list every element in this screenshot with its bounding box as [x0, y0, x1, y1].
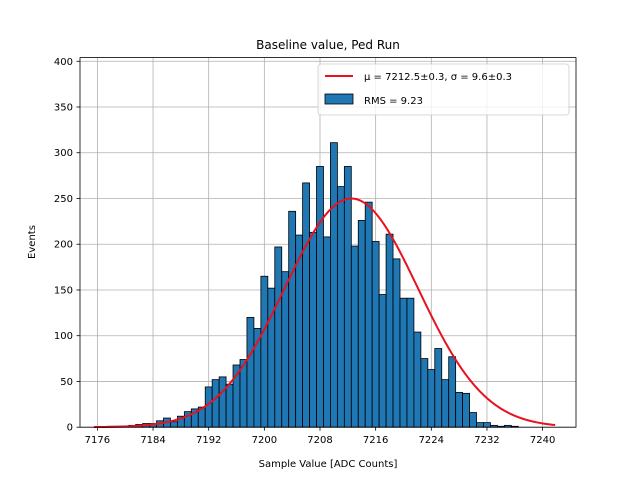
y-tick-label: 350	[54, 103, 73, 114]
x-tick-label: 7184	[140, 435, 165, 446]
histogram-bar	[357, 220, 366, 428]
x-axis-ticks: 7176 7184 7192 7200 7208 7216 7224 7232 7240	[85, 427, 555, 446]
histogram-bar	[336, 186, 345, 428]
histogram-bar	[316, 166, 324, 428]
x-tick-label: 7208	[307, 435, 332, 446]
y-tick-label: 50	[60, 377, 73, 388]
histogram-bar	[281, 271, 290, 428]
histogram-bar	[399, 297, 408, 428]
histogram-bar	[225, 383, 234, 428]
histogram-bar	[483, 422, 491, 428]
histogram-bar	[350, 245, 359, 428]
y-tick-label: 150	[54, 285, 73, 296]
legend: μ = 7212.5±0.3, σ = 9.6±0.3 RMS = 9.23	[317, 63, 570, 116]
legend-box	[317, 63, 570, 116]
y-axis-ticks: 0 50 100 150 200 250 300 350 400	[54, 57, 80, 434]
histogram-bar	[434, 348, 443, 428]
histogram-bar	[170, 421, 178, 428]
histogram-bar	[427, 369, 436, 428]
histogram-bar	[392, 258, 401, 428]
gaussian-fit-curve	[93, 197, 556, 429]
histogram-bar	[441, 379, 450, 428]
x-axis-label: Sample Value [ADC Counts]	[259, 459, 398, 470]
histogram-bar	[302, 182, 310, 428]
histogram-bar	[309, 231, 317, 428]
y-axis-label: Events	[27, 225, 38, 259]
histogram-bar	[218, 376, 227, 428]
histogram-bar	[288, 210, 297, 428]
histogram-bar	[323, 236, 331, 428]
histogram-bar	[211, 379, 220, 428]
histogram-bar	[413, 331, 422, 428]
histogram-bars	[107, 142, 519, 428]
y-tick-label: 0	[67, 423, 73, 434]
histogram-bar	[343, 166, 352, 428]
legend-hist-swatch	[324, 93, 354, 105]
histogram-bar	[260, 275, 269, 428]
x-tick-label: 7224	[419, 435, 444, 446]
histogram-bar	[455, 392, 464, 428]
histogram-bar	[274, 246, 283, 428]
legend-fit-label: μ = 7212.5±0.3, σ = 9.6±0.3	[364, 72, 512, 83]
x-tick-label: 7200	[252, 435, 277, 446]
histogram-bar	[385, 233, 394, 428]
chart-title: Baseline value, Ped Run	[256, 38, 400, 52]
y-tick-label: 300	[54, 148, 73, 159]
y-tick-label: 250	[54, 194, 73, 205]
x-tick-label: 7232	[474, 435, 499, 446]
histogram-bar	[330, 142, 338, 428]
y-tick-label: 100	[54, 331, 73, 342]
histogram-bar	[378, 294, 387, 428]
histogram-bar	[462, 392, 470, 428]
histogram-bar	[420, 358, 429, 428]
histogram-bar	[204, 386, 213, 428]
y-tick-label: 200	[54, 240, 73, 251]
plot-frame	[79, 57, 577, 428]
histogram-bar	[448, 356, 457, 428]
y-tick-label: 400	[54, 57, 73, 68]
x-tick-label: 7216	[363, 435, 388, 446]
histogram-bar	[371, 241, 380, 428]
histogram-bar	[406, 297, 415, 428]
x-tick-label: 7192	[196, 435, 221, 446]
legend-hist-label: RMS = 9.23	[364, 96, 423, 107]
histogram-bar	[364, 201, 373, 428]
histogram-bar	[476, 422, 484, 428]
x-tick-label: 7240	[530, 435, 555, 446]
histogram-bar	[469, 412, 477, 428]
x-tick-label: 7176	[85, 435, 110, 446]
histogram-bar	[246, 317, 255, 428]
